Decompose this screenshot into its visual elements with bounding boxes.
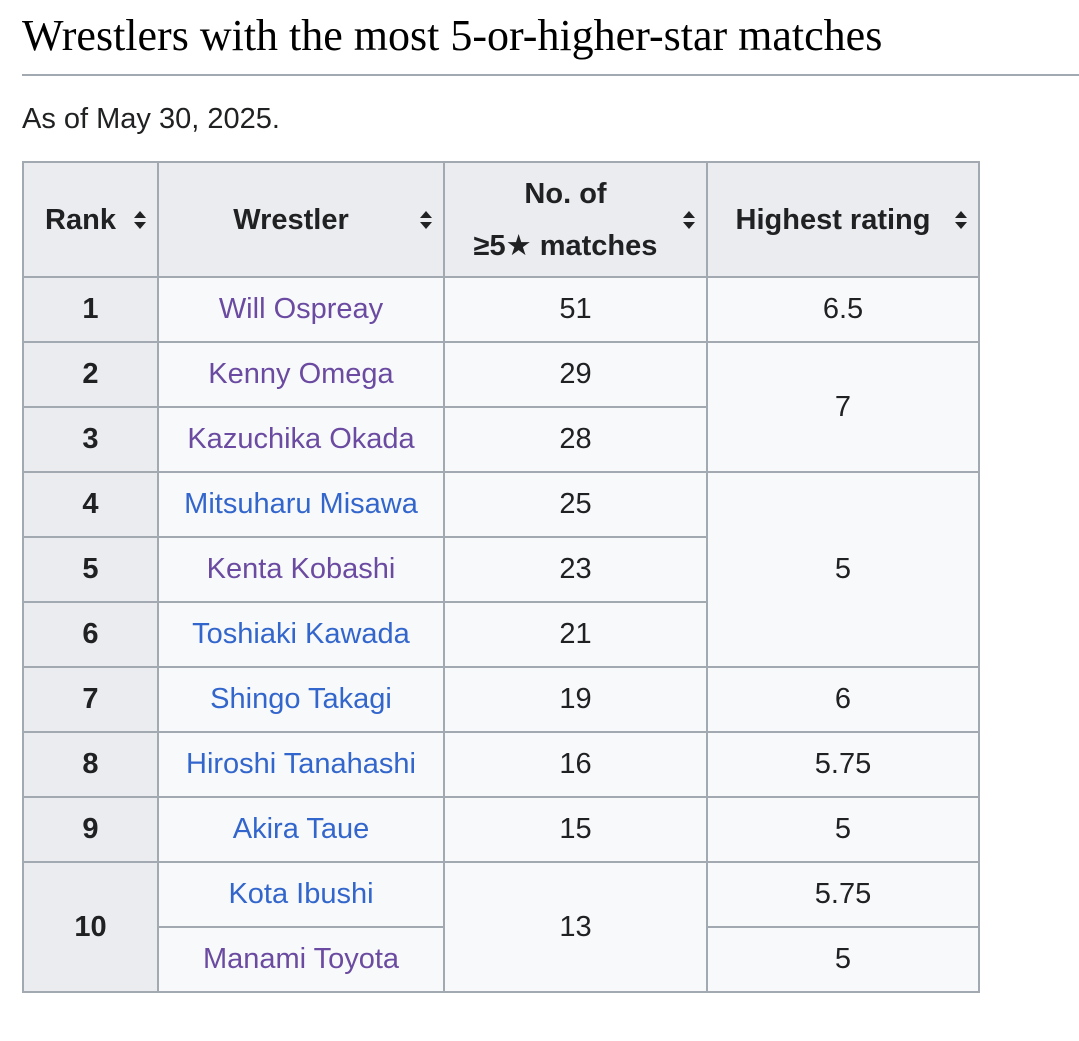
table-row: 1 Will Ospreay 51 6.5 — [22, 276, 980, 343]
wrestler-link[interactable]: Shingo Takagi — [210, 683, 392, 715]
section-heading: Wrestlers with the most 5-or-higher-star… — [22, 11, 883, 60]
table-row: 9 Akira Taue 15 5 — [22, 796, 980, 863]
wrestler-link[interactable]: Toshiaki Kawada — [192, 618, 410, 650]
wrestler-cell: Kazuchika Okada — [157, 406, 445, 473]
wrestler-link[interactable]: Kenta Kobashi — [206, 553, 396, 585]
matches-cell: 23 — [443, 536, 708, 603]
rating-cell: 6 — [706, 666, 980, 733]
rating-cell: 5.75 — [706, 731, 980, 798]
rating-cell: 5 — [706, 926, 980, 993]
wrestler-link[interactable]: Will Ospreay — [218, 293, 384, 325]
rating-cell: 5.75 — [706, 861, 980, 928]
table-row: Manami Toyota 5 — [23, 926, 980, 993]
rank-cell: 8 — [22, 731, 159, 798]
column-header-highest-rating[interactable]: Highest rating — [706, 161, 980, 278]
rank-cell: 3 — [22, 406, 159, 473]
matches-cell: 15 — [443, 796, 708, 863]
table-header-row: Rank Wrestler No. of ≥5★ matches Highest… — [22, 161, 980, 278]
matches-cell: 25 — [443, 471, 708, 538]
table-row: 3 Kazuchika Okada 28 — [22, 406, 979, 473]
wrestler-cell: Will Ospreay — [157, 276, 445, 343]
wrestler-link[interactable]: Manami Toyota — [202, 943, 400, 975]
rank-cell: 1 — [22, 276, 159, 343]
wrestler-link[interactable]: Akira Taue — [232, 813, 370, 845]
wrestler-cell: Hiroshi Tanahashi — [157, 731, 445, 798]
table-row: 2 Kenny Omega 29 7 — [22, 341, 980, 473]
column-header-label: Highest rating — [735, 203, 931, 236]
wrestler-link[interactable]: Mitsuharu Misawa — [184, 488, 418, 520]
wrestler-link[interactable]: Kazuchika Okada — [187, 423, 415, 455]
heading-divider — [22, 74, 1079, 76]
rank-cell: 7 — [22, 666, 159, 733]
wrestlers-table: Rank Wrestler No. of ≥5★ matches Highest… — [22, 161, 980, 993]
column-header-wrestler[interactable]: Wrestler — [157, 161, 445, 278]
matches-cell: 21 — [443, 601, 708, 668]
matches-cell: 28 — [443, 406, 708, 473]
column-header-label-line2: ≥5★ matches — [473, 229, 658, 262]
rank-cell: 2 — [22, 341, 159, 408]
rating-cell: 5 — [706, 471, 980, 668]
wrestler-cell: Shingo Takagi — [157, 666, 445, 733]
wrestler-cell: Toshiaki Kawada — [157, 601, 445, 668]
table-row: 10 Kota Ibushi 13 5.75 — [22, 861, 980, 993]
wrestler-cell: Kota Ibushi — [157, 861, 445, 928]
rank-cell: 9 — [22, 796, 159, 863]
wrestler-cell: Manami Toyota — [157, 926, 445, 993]
matches-cell: 16 — [443, 731, 708, 798]
table-row: 4 Mitsuharu Misawa 25 5 — [22, 471, 980, 668]
column-header-label: Rank — [45, 203, 116, 236]
matches-cell: 51 — [443, 276, 708, 343]
matches-cell: 13 — [443, 861, 708, 993]
wrestler-cell: Mitsuharu Misawa — [157, 471, 445, 538]
sort-icon[interactable] — [682, 208, 696, 232]
rating-cell: 7 — [706, 341, 980, 473]
column-header-matches[interactable]: No. of ≥5★ matches — [443, 161, 708, 278]
matches-cell: 19 — [443, 666, 708, 733]
rank-cell: 5 — [22, 536, 159, 603]
wrestler-link[interactable]: Kota Ibushi — [228, 878, 374, 910]
wrestler-cell: Kenny Omega — [157, 341, 445, 408]
table-row: 7 Shingo Takagi 19 6 — [22, 666, 980, 733]
column-header-rank[interactable]: Rank — [22, 161, 159, 278]
wrestler-cell: Akira Taue — [157, 796, 445, 863]
column-header-label: Wrestler — [233, 203, 349, 236]
rank-cell: 4 — [22, 471, 159, 538]
rank-cell: 10 — [22, 861, 159, 993]
rank-cell: 6 — [22, 601, 159, 668]
wrestler-link[interactable]: Hiroshi Tanahashi — [186, 748, 416, 780]
matches-cell: 29 — [443, 341, 708, 408]
sort-icon[interactable] — [954, 208, 968, 232]
column-header-label-line1: No. of — [524, 177, 607, 210]
as-of-date-note: As of May 30, 2025. — [22, 103, 280, 135]
rating-cell: 5 — [706, 796, 980, 863]
table-row: 6 Toshiaki Kawada 21 — [22, 601, 979, 668]
sort-icon[interactable] — [419, 208, 433, 232]
column-header-label: No. of ≥5★ matches — [474, 168, 658, 272]
sort-icon[interactable] — [133, 208, 147, 232]
wrestler-cell: Kenta Kobashi — [157, 536, 445, 603]
table-row: 5 Kenta Kobashi 23 — [22, 536, 979, 603]
rating-cell: 6.5 — [706, 276, 980, 343]
table-row: 8 Hiroshi Tanahashi 16 5.75 — [22, 731, 980, 798]
wrestler-link[interactable]: Kenny Omega — [208, 358, 394, 390]
